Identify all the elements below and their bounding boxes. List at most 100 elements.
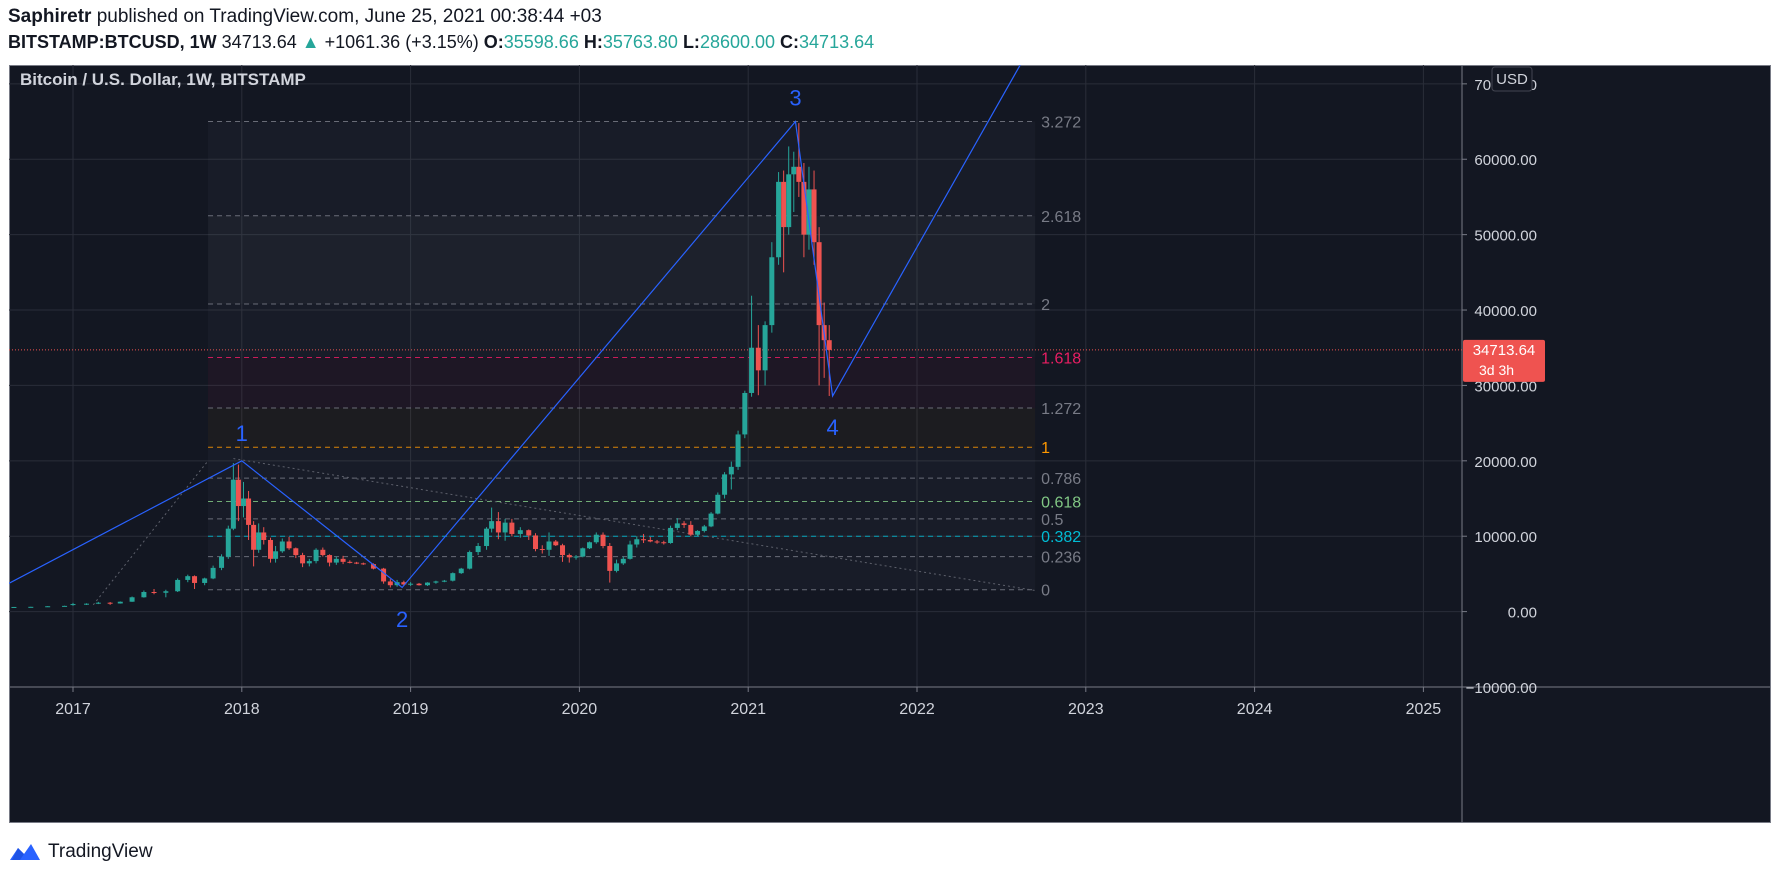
currency-button[interactable] <box>1491 66 1533 92</box>
candle-body <box>28 606 34 608</box>
fib-zone <box>208 518 1036 537</box>
change-arrow-icon: ▲ <box>301 32 320 52</box>
candle-body <box>401 582 407 585</box>
candle-body <box>801 181 807 235</box>
currency-label[interactable]: USD <box>1496 71 1528 88</box>
candle-body <box>261 532 267 540</box>
time-tick-label: 2020 <box>562 701 598 718</box>
fib-levels: 3.272 2.618 2 1.618 1.272 1 0.786 0.6180.50.382… <box>208 115 1081 600</box>
time-tick-label: 2024 <box>1237 701 1273 718</box>
price-tick-label: −10000.00 <box>1466 680 1537 697</box>
candle-body <box>791 166 797 175</box>
candle-body <box>627 544 633 559</box>
candle-body <box>313 549 319 562</box>
author-name[interactable]: Saphiretr <box>8 6 92 27</box>
candle-body <box>533 535 539 550</box>
candle-body <box>117 601 123 604</box>
candle-body <box>587 542 593 549</box>
fib-level-label: 2 <box>1041 297 1050 314</box>
candle-body <box>202 578 208 583</box>
candle-body <box>240 498 246 507</box>
candle-body <box>387 581 393 586</box>
trend-line <box>233 458 1036 591</box>
candle-body <box>749 347 755 393</box>
candle-body <box>151 592 157 594</box>
candle-body <box>45 606 51 608</box>
time-tick-label: 2022 <box>899 701 935 718</box>
fib-zone <box>208 215 1036 304</box>
candle-body <box>539 549 545 551</box>
symbol-ohlc-line: BITSTAMP:BTCUSD, 1W 34713.64 ▲ +1061.36 … <box>8 32 874 53</box>
candle-body <box>781 181 787 228</box>
price-tag-value: 34713.64 <box>1473 342 1536 359</box>
candle-body <box>129 597 135 602</box>
candle-body <box>668 527 674 543</box>
fib-zone <box>208 447 1036 479</box>
elliott-waves: 1 2 3 4 <box>9 65 1021 632</box>
fib-level-label: 2.618 <box>1041 209 1081 226</box>
candle-body <box>235 479 241 507</box>
candle-body <box>107 602 113 604</box>
wave-path <box>9 65 1021 589</box>
close-value: 34713.64 <box>799 32 875 52</box>
open-value: 35598.66 <box>503 32 579 52</box>
candle-body <box>816 242 822 326</box>
fib-zone <box>208 478 1036 502</box>
fib-level-label: 3.272 <box>1041 115 1081 132</box>
high-value: 35763.80 <box>602 32 678 52</box>
low-value: 28600.00 <box>699 32 776 52</box>
tradingview-footer[interactable]: TradingView <box>8 836 153 868</box>
candle-body <box>256 532 262 550</box>
candle-body <box>811 189 817 243</box>
price-tag-countdown: 3d 3h <box>1479 362 1514 378</box>
candle-body <box>306 561 312 564</box>
low-label: L: <box>682 32 700 52</box>
price-tick-label: 40000.00 <box>1474 303 1537 320</box>
candle-body <box>580 548 586 557</box>
fib-zone <box>208 408 1036 448</box>
candle-body <box>458 568 464 574</box>
time-tick-label: 2017 <box>55 701 91 718</box>
tradingview-brand: TradingView <box>48 841 153 862</box>
candle-body <box>695 530 701 535</box>
fib-level-label: 0 <box>1041 583 1050 600</box>
candle-body <box>661 542 667 544</box>
candle-body <box>688 524 694 535</box>
tradingview-logo-icon <box>10 844 40 860</box>
candle-body <box>614 563 620 571</box>
candle-body <box>163 591 169 593</box>
time-tick-label: 2025 <box>1406 701 1442 718</box>
candle-body <box>742 392 748 435</box>
wave-label-4: 4 <box>826 415 838 440</box>
candle-body <box>489 521 495 529</box>
candle-body <box>279 541 285 552</box>
candle-body <box>84 603 90 605</box>
candle-body <box>450 573 456 581</box>
candle-body <box>517 530 523 534</box>
fib-level-label: 1 <box>1041 440 1050 457</box>
candle-body <box>230 479 236 529</box>
price-axis[interactable]: 70000.0060000.0050000.0040000.0030000.00… <box>1462 77 1537 697</box>
candle-body <box>327 555 333 563</box>
candle-body <box>600 534 606 547</box>
candle-body <box>728 466 734 475</box>
candle-body <box>674 523 680 528</box>
fib-zone <box>208 501 1036 519</box>
candle-body <box>735 434 741 467</box>
trend-lines <box>92 458 1036 606</box>
fib-level-label: 0.5 <box>1041 512 1063 529</box>
price-chart[interactable]: 3.272 2.618 2 1.618 1.272 1 0.786 0.6180.50.382… <box>9 65 1771 823</box>
time-tick-label: 2018 <box>224 701 260 718</box>
candle-body <box>192 576 198 583</box>
fib-level-label: 1.618 <box>1041 351 1081 368</box>
chart-frame <box>9 65 1771 823</box>
candle-body <box>755 347 761 371</box>
candle-body <box>210 567 216 579</box>
candle-body <box>251 524 257 550</box>
change-value: +1061.36 (+3.15%) <box>324 32 479 52</box>
candle-body <box>796 166 802 182</box>
candle-body <box>95 602 101 604</box>
candle-body <box>354 562 360 564</box>
open-label: O: <box>483 32 504 52</box>
time-axis[interactable]: 2017 2018 2019 2020 2021 2022 2023 2024 2025 <box>55 687 1441 718</box>
